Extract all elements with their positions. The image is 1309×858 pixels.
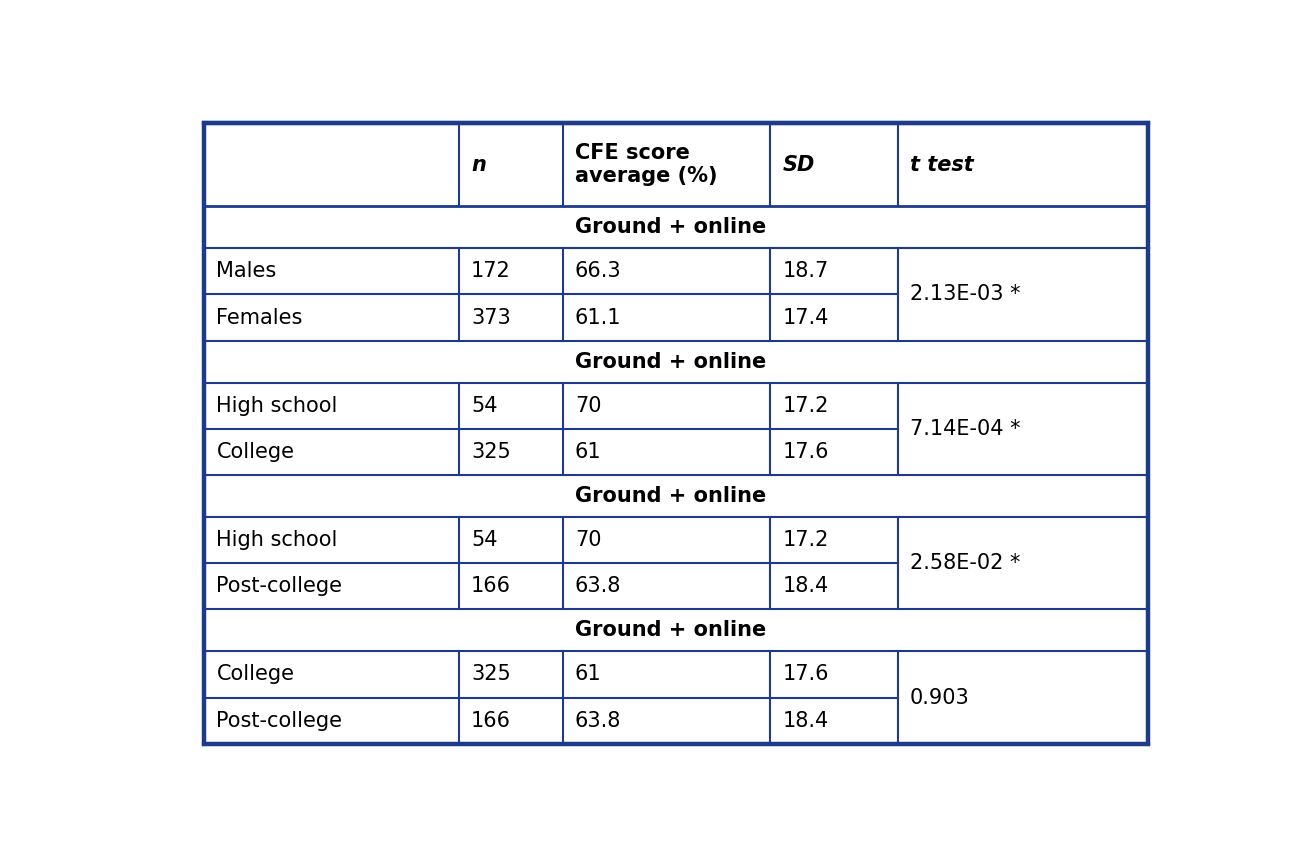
Text: 18.4: 18.4 (783, 577, 829, 596)
Text: 63.8: 63.8 (575, 577, 622, 596)
Text: 17.2: 17.2 (783, 530, 829, 550)
Text: Ground + online: Ground + online (575, 486, 767, 506)
Text: 18.7: 18.7 (783, 262, 829, 281)
Text: 166: 166 (471, 577, 511, 596)
Text: 166: 166 (471, 710, 511, 731)
Text: 325: 325 (471, 442, 511, 462)
Text: 17.4: 17.4 (783, 307, 829, 328)
Text: 61: 61 (575, 664, 602, 685)
Text: 70: 70 (575, 396, 601, 415)
Text: 61: 61 (575, 442, 602, 462)
Text: 54: 54 (471, 530, 497, 550)
Text: 373: 373 (471, 307, 511, 328)
Text: 54: 54 (471, 396, 497, 415)
Text: Ground + online: Ground + online (575, 217, 767, 238)
Text: 18.4: 18.4 (783, 710, 829, 731)
Text: Ground + online: Ground + online (575, 620, 767, 640)
Text: SD: SD (783, 154, 814, 174)
Text: 0.903: 0.903 (910, 687, 970, 708)
Text: CFE score
average (%): CFE score average (%) (575, 143, 717, 186)
Text: Females: Females (216, 307, 302, 328)
Text: 7.14E-04 *: 7.14E-04 * (910, 419, 1020, 438)
Text: High school: High school (216, 530, 338, 550)
Text: High school: High school (216, 396, 338, 415)
Text: 61.1: 61.1 (575, 307, 622, 328)
Text: 325: 325 (471, 664, 511, 685)
Text: Post-college: Post-college (216, 710, 343, 731)
Text: 17.6: 17.6 (783, 442, 829, 462)
Text: Males: Males (216, 262, 276, 281)
Text: 17.2: 17.2 (783, 396, 829, 415)
Text: College: College (216, 664, 295, 685)
Text: Post-college: Post-college (216, 577, 343, 596)
Text: 70: 70 (575, 530, 601, 550)
Text: 66.3: 66.3 (575, 262, 622, 281)
Text: 2.13E-03 *: 2.13E-03 * (910, 285, 1020, 305)
Text: Ground + online: Ground + online (575, 352, 767, 372)
Text: t test: t test (910, 154, 974, 174)
Text: 172: 172 (471, 262, 511, 281)
Text: 17.6: 17.6 (783, 664, 829, 685)
Text: 2.58E-02 *: 2.58E-02 * (910, 553, 1020, 573)
Text: 63.8: 63.8 (575, 710, 622, 731)
Text: n: n (471, 154, 486, 174)
Text: College: College (216, 442, 295, 462)
